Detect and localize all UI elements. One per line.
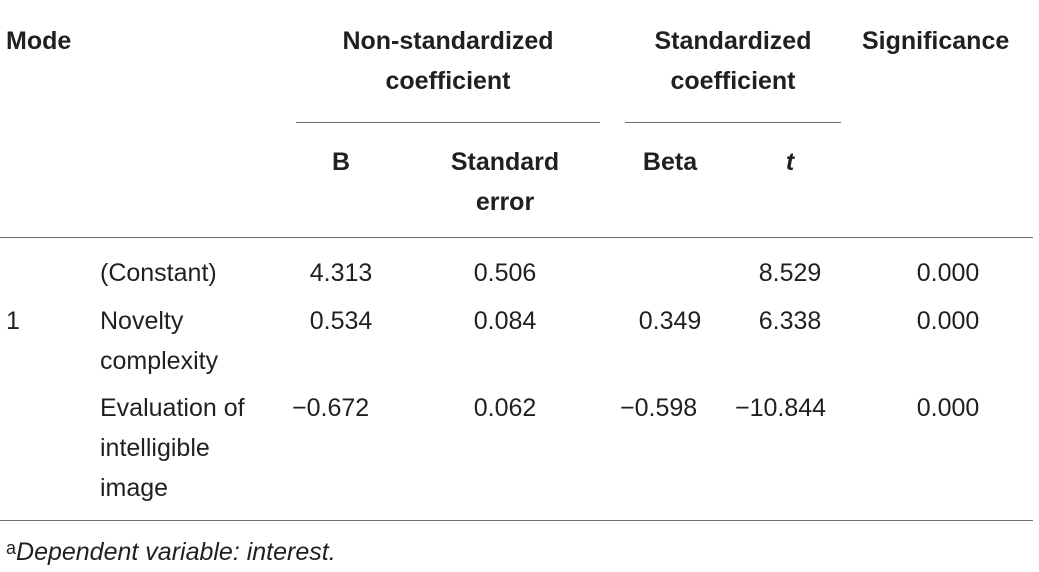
cell-t-novelty: 6.338	[758, 307, 822, 335]
footnote-marker: a	[6, 538, 17, 558]
cell-se-novelty: 0.084	[473, 307, 537, 335]
row-label-evaluation: Evaluation of intelligible image	[100, 388, 245, 508]
header-mode: Mode	[6, 27, 72, 55]
table-bottom-rule	[0, 520, 1033, 521]
row-label-constant: (Constant)	[100, 259, 217, 287]
table-footnote: aDependent variable: interest.	[6, 528, 336, 572]
header-t: t	[785, 148, 795, 176]
header-nonstandardized: Non-standardized coefficient	[296, 21, 600, 101]
cell-b-novelty: 0.534	[309, 307, 373, 335]
row-label-novelty-line1: Novelty	[100, 307, 184, 335]
header-standard-error-line2: error	[475, 188, 535, 216]
cell-beta-novelty: 0.349	[638, 307, 702, 335]
cell-beta-evaluation: −0.598	[620, 394, 698, 422]
cell-b-constant: 4.313	[309, 259, 373, 287]
row-label-evaluation-line2: intelligible	[100, 434, 210, 462]
cell-t-constant: 8.529	[758, 259, 822, 287]
header-significance: Significance	[862, 27, 1010, 55]
spanner-rule-standardized	[625, 122, 841, 123]
cell-se-evaluation: 0.062	[473, 394, 537, 422]
cell-sig-evaluation: 0.000	[916, 394, 980, 422]
row-label-evaluation-line1: Evaluation of	[100, 394, 245, 422]
header-b: B	[331, 148, 351, 176]
model-number: 1	[6, 307, 20, 335]
header-standardized-line1: Standardized	[654, 27, 812, 55]
cell-sig-constant: 0.000	[916, 259, 980, 287]
header-standardized: Standardized coefficient	[625, 21, 841, 101]
spanner-rule-nonstandardized	[296, 122, 600, 123]
header-standardized-line2: coefficient	[670, 67, 796, 95]
cell-se-constant: 0.506	[473, 259, 537, 287]
row-label-evaluation-line3: image	[100, 474, 169, 502]
header-nonstandardized-line2: coefficient	[385, 67, 511, 95]
footnote-text: Dependent variable: interest.	[16, 538, 336, 566]
cell-sig-novelty: 0.000	[916, 307, 980, 335]
cell-b-evaluation: −0.672	[292, 394, 370, 422]
header-standard-error: Standard error	[430, 142, 580, 222]
header-beta: Beta	[642, 148, 698, 176]
header-standard-error-line1: Standard	[450, 148, 560, 176]
header-bottom-rule	[0, 237, 1033, 238]
cell-t-evaluation: −10.844	[735, 394, 827, 422]
row-label-novelty-complexity: Novelty complexity	[100, 301, 218, 381]
header-nonstandardized-line1: Non-standardized	[342, 27, 554, 55]
row-label-novelty-line2: complexity	[100, 347, 219, 375]
